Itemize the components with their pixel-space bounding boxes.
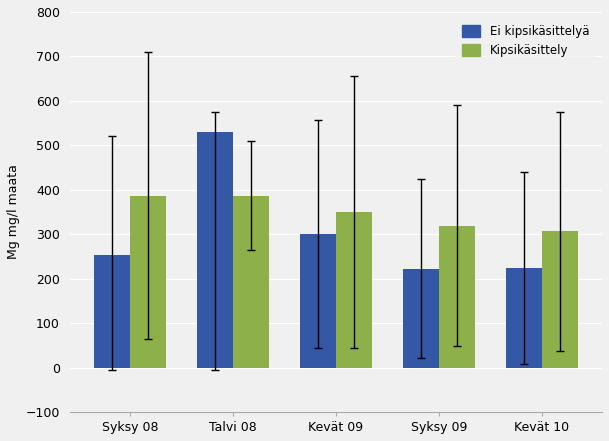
Legend: Ei kipsikäsittelyä, Kipsikäsittely: Ei kipsikäsittelyä, Kipsikäsittely bbox=[456, 18, 596, 64]
Bar bbox=[94, 255, 130, 368]
Bar bbox=[439, 226, 475, 368]
Bar bbox=[336, 212, 372, 368]
Bar bbox=[505, 268, 542, 368]
Bar bbox=[233, 195, 269, 368]
Bar bbox=[542, 231, 578, 368]
Bar bbox=[300, 234, 336, 368]
Y-axis label: Mg mg/l maata: Mg mg/l maata bbox=[7, 164, 20, 259]
Bar bbox=[403, 269, 439, 368]
Bar bbox=[130, 195, 166, 368]
Bar bbox=[197, 132, 233, 368]
